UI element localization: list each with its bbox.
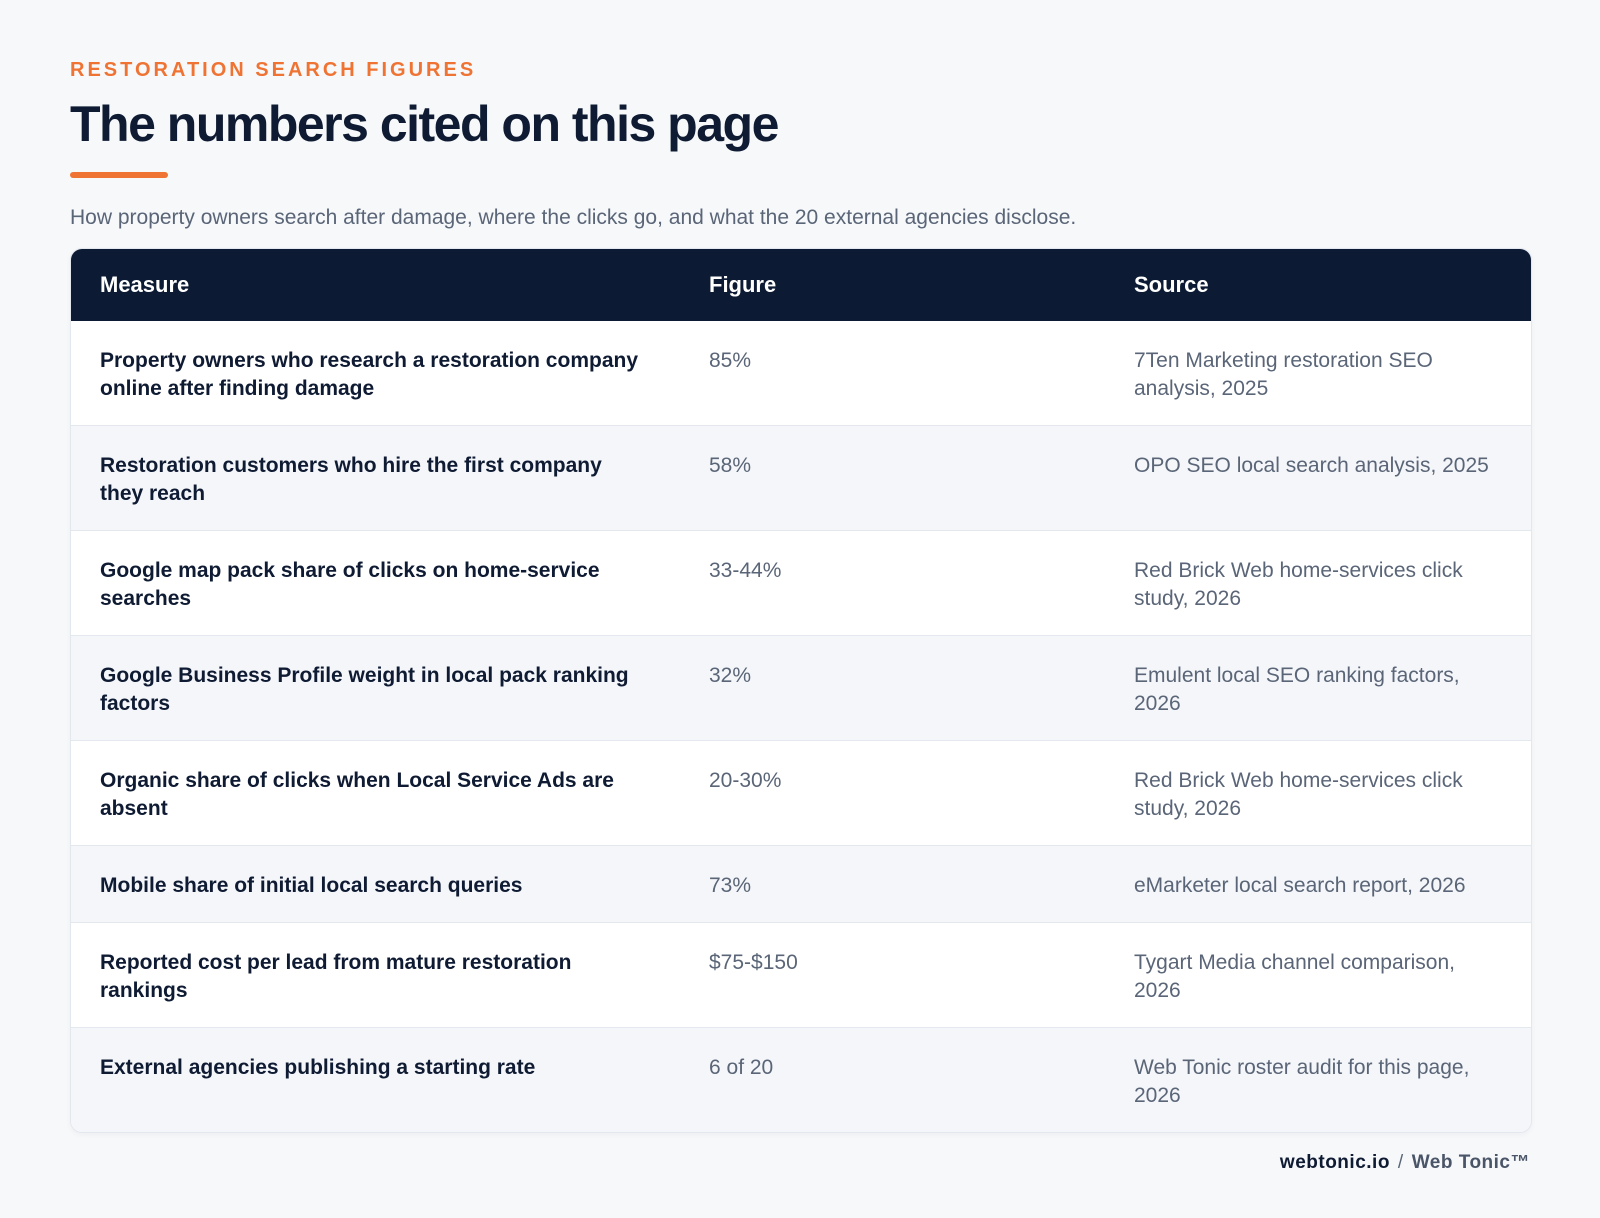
table-row: External agencies publishing a starting … <box>71 1027 1531 1132</box>
measure-cell: Google map pack share of clicks on home-… <box>71 530 680 636</box>
table-row: Reported cost per lead from mature resto… <box>71 922 1531 1028</box>
page-title: The numbers cited on this page <box>70 96 779 152</box>
table-row: Property owners who research a restorati… <box>71 321 1531 426</box>
source-cell: Tygart Media channel comparison, 2026 <box>1105 922 1531 1028</box>
page-header: RESTORATION SEARCH FIGURES The numbers c… <box>70 58 1530 232</box>
figure-cell: 85% <box>709 349 752 372</box>
eyebrow-label: RESTORATION SEARCH FIGURES <box>70 59 477 81</box>
source-cell: Red Brick Web home-services click study,… <box>1105 530 1531 636</box>
column-header-source: Source <box>1134 272 1209 297</box>
footer-domain: webtonic.io <box>1279 1152 1390 1173</box>
table-row: Restoration customers who hire the first… <box>71 425 1531 531</box>
figure-cell: 58% <box>680 425 1105 531</box>
footer-credit: webtonic.io / Web Tonic™ <box>1280 1152 1530 1174</box>
source-cell: 7Ten Marketing restoration SEO analysis,… <box>1134 349 1433 400</box>
source-cell: OPO SEO local search analysis, 2025 <box>1105 425 1531 531</box>
measure-cell: Organic share of clicks when Local Servi… <box>71 740 680 846</box>
figure-cell: 33-44% <box>680 530 1105 636</box>
source-cell: Red Brick Web home-services click study,… <box>1105 740 1531 846</box>
table-row: Google map pack share of clicks on home-… <box>71 530 1531 636</box>
measure-cell: Restoration customers who hire the first… <box>71 425 680 531</box>
figure-cell: 32% <box>680 635 1105 741</box>
footer-brand: Web Tonic™ <box>1411 1152 1530 1173</box>
accent-bar <box>70 172 168 178</box>
footer-separator: / <box>1397 1152 1404 1173</box>
figure-cell: 73% <box>680 845 1105 923</box>
source-cell: Web Tonic roster audit for this page, 20… <box>1105 1027 1531 1132</box>
table-row: Organic share of clicks when Local Servi… <box>71 740 1531 846</box>
figures-table-card: Measure Figure Source Property owners wh… <box>70 248 1532 1133</box>
measure-cell: Reported cost per lead from mature resto… <box>71 922 680 1028</box>
figure-cell: 20-30% <box>680 740 1105 846</box>
column-header-measure: Measure <box>100 272 190 297</box>
table-header: Measure Figure Source <box>71 249 1531 321</box>
column-header-figure: Figure <box>709 272 777 297</box>
figure-cell: $75-$150 <box>680 922 1105 1028</box>
measure-cell: Property owners who research a restorati… <box>100 349 639 400</box>
table-header-row: Measure Figure Source <box>71 249 1531 321</box>
measure-cell: Mobile share of initial local search que… <box>71 845 680 923</box>
table-row: Mobile share of initial local search que… <box>71 845 1531 923</box>
table-body: Property owners who research a restorati… <box>71 321 1531 1132</box>
source-cell: Emulent local SEO ranking factors, 2026 <box>1105 635 1531 741</box>
figures-table: Measure Figure Source Property owners wh… <box>71 249 1531 1132</box>
measure-cell: External agencies publishing a starting … <box>71 1027 680 1132</box>
page-subtitle: How property owners search after damage,… <box>70 206 1077 229</box>
source-cell: eMarketer local search report, 2026 <box>1105 845 1531 923</box>
figure-cell: 6 of 20 <box>680 1027 1105 1132</box>
measure-cell: Google Business Profile weight in local … <box>71 635 680 741</box>
table-row: Google Business Profile weight in local … <box>71 635 1531 741</box>
